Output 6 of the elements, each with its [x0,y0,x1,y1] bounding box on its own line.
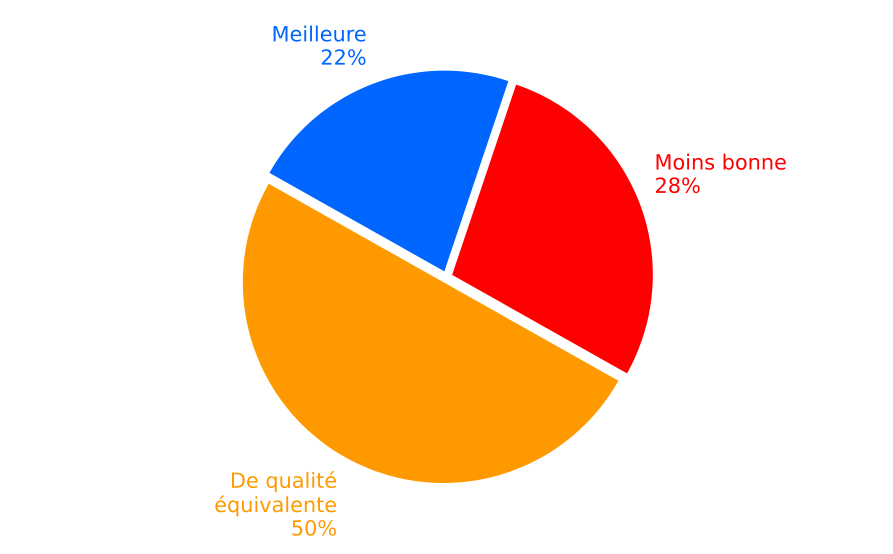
slice-label: Meilleure [274,26,366,42]
slice-label: De qualité équivalente [215,471,336,516]
data-label: 22% [322,49,366,65]
slice-label: Moins bonne [656,154,786,170]
data-label: 28% [656,177,700,194]
data-label: 50% [292,520,336,536]
